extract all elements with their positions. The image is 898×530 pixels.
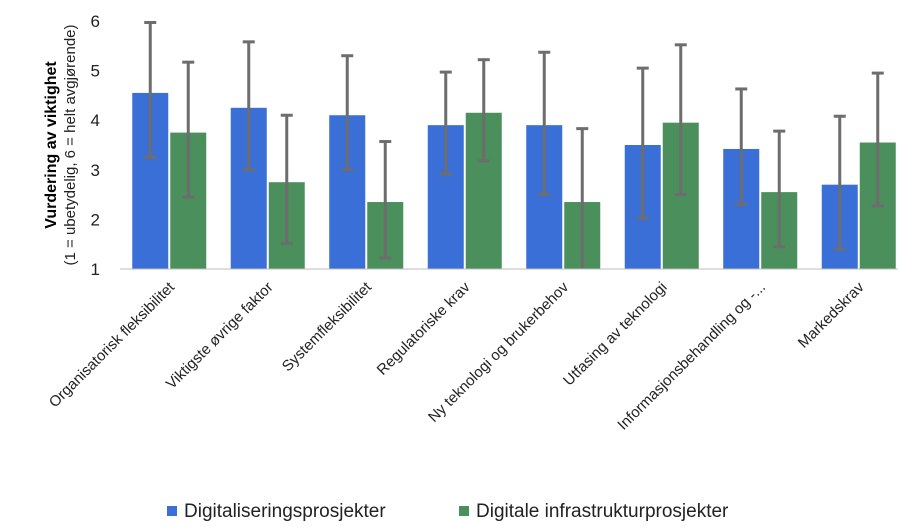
x-tick-label: Regulatoriske krav: [374, 278, 474, 378]
x-tick-label: Organisatorisk fleksibilitet: [46, 278, 179, 411]
y-tick-label: 3: [91, 161, 100, 180]
x-tick-label: Markedskrav: [795, 278, 868, 351]
error-bars: [144, 20, 884, 269]
y-tick-label: 2: [91, 210, 100, 229]
legend: Digitaliseringsprosjekter Digitale infras…: [167, 501, 729, 522]
y-tick-label: 6: [91, 12, 100, 31]
y-tick-label: 1: [91, 260, 100, 279]
x-tick-label: Systemfleksibilitet: [279, 278, 376, 375]
y-axis-title-sub: (1 = ubetydelig, 6 = helt avgjørende): [62, 25, 79, 266]
bars: [132, 92, 896, 270]
y-axis-title: Vurdering av viktighet (1 = ubetydelig, …: [43, 25, 79, 266]
y-axis-title-main: Vurdering av viktighet: [43, 61, 60, 229]
y-axis-ticks: 1 2 3 4 5 6: [91, 12, 100, 279]
x-tick-label: Utfasing av teknologi: [560, 279, 670, 389]
y-tick-label: 5: [91, 62, 100, 81]
legend-swatch: [459, 506, 469, 516]
legend-label: Digitaliseringsprosjekter: [184, 501, 386, 522]
legend-swatch: [167, 506, 177, 516]
y-tick-label: 4: [91, 111, 100, 130]
legend-label: Digitale infrastrukturprosjekter: [476, 501, 729, 522]
x-tick-label: Viktigste øvrige faktor: [163, 279, 277, 393]
